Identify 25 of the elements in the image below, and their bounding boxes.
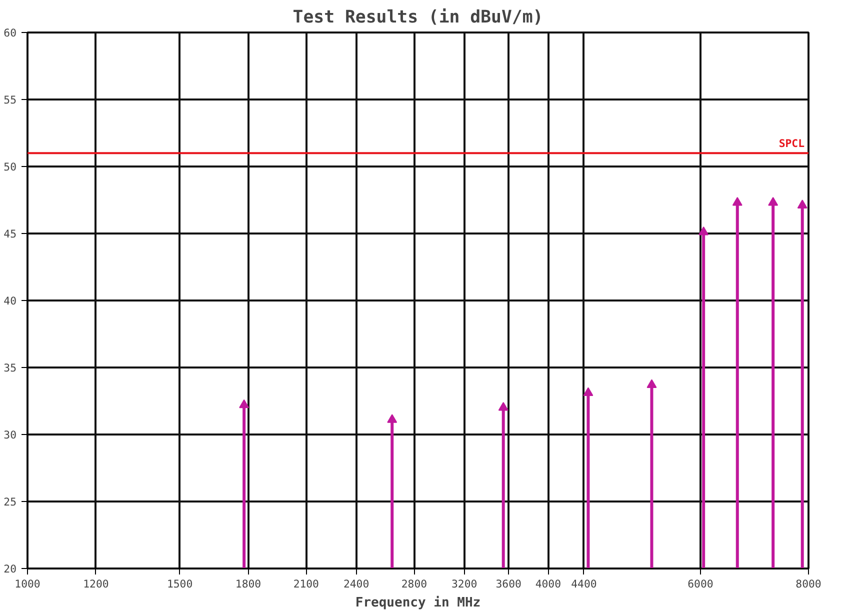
y-tick-label: 50: [4, 160, 17, 174]
x-tick-label: 2800: [401, 578, 428, 590]
x-tick-label: 8000: [796, 578, 822, 590]
y-tick-label: 60: [4, 26, 17, 40]
y-tick-label: 45: [4, 228, 17, 240]
x-tick-label: 3600: [496, 578, 522, 590]
x-tick-label: 4000: [535, 578, 562, 590]
y-tick-label: 20: [4, 562, 17, 576]
x-tick-label: 1800: [235, 578, 262, 590]
chart-title: Test Results (in dBuV/m): [292, 8, 544, 28]
y-tick-label: 30: [4, 428, 17, 442]
y-tick-label: 35: [4, 362, 17, 374]
ref-line-label: SPCL: [778, 137, 805, 150]
y-tick-label: 40: [4, 294, 17, 308]
y-tick-label: 25: [4, 496, 17, 508]
x-axis-title: Frequency in MHz: [355, 596, 481, 610]
x-tick-label: 2100: [293, 578, 319, 590]
x-tick-label: 6000: [688, 578, 714, 590]
x-tick-label: 1500: [166, 578, 193, 590]
x-tick-label: 4400: [571, 578, 597, 590]
x-tick-label: 3200: [452, 578, 478, 590]
x-tick-label: 1000: [14, 578, 40, 590]
y-tick-label: 55: [4, 94, 17, 106]
x-tick-label: 1200: [83, 578, 109, 590]
x-tick-label: 2400: [343, 578, 370, 590]
